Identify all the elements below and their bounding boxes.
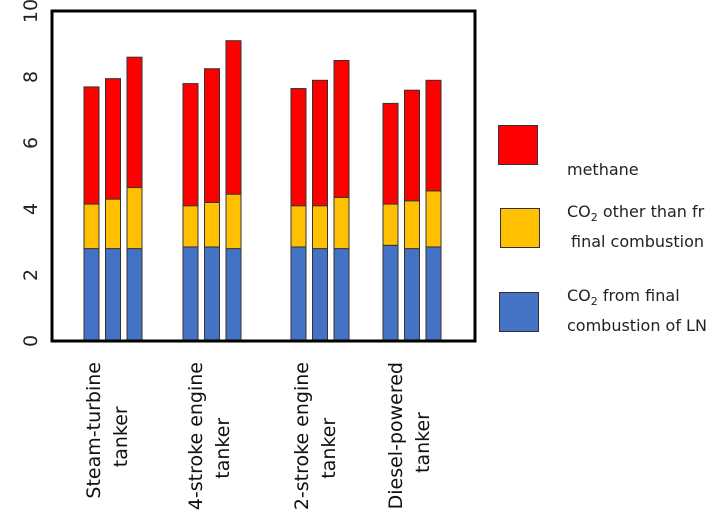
bar-segment-co2-other xyxy=(333,196,350,250)
bar-segment-methane xyxy=(204,68,220,203)
category-label: tanker xyxy=(412,412,434,473)
legend-swatch-co2-final xyxy=(499,292,539,332)
legend-label-co2-other: CO2 other than fr final combustion xyxy=(567,200,704,254)
legend-label-co2-final: CO2 from final combustion of LN xyxy=(567,284,707,338)
bar-segment-co2-other xyxy=(382,203,399,246)
bar-segment-co2-final xyxy=(290,246,307,342)
bar-segment-co2-final xyxy=(204,246,220,342)
bar-segment-methane xyxy=(105,78,121,200)
bar-segment-methane xyxy=(225,40,242,195)
bar-segment-co2-other xyxy=(425,190,442,248)
bar-segment-methane xyxy=(290,88,307,207)
legend-line: from final xyxy=(597,286,680,305)
bar-segment-co2-other xyxy=(126,187,143,250)
legend-line: final combustion xyxy=(571,232,705,252)
bar-segment-co2-final xyxy=(126,248,143,342)
bar-segment-co2-final xyxy=(404,248,420,342)
bar-segment-co2-final xyxy=(425,246,442,342)
bar-segment-methane xyxy=(126,56,143,189)
bar-segment-co2-other xyxy=(204,201,220,248)
bar-segment-co2-other xyxy=(182,205,199,248)
legend-co2-text: CO xyxy=(567,286,591,305)
y-tick-label: 2 xyxy=(20,269,42,281)
bar-segment-methane xyxy=(312,79,328,207)
bar-segment-co2-final xyxy=(83,248,100,342)
category-label: tanker xyxy=(318,418,340,479)
legend-subscript: 2 xyxy=(590,295,598,309)
bar-segment-co2-other xyxy=(83,203,100,250)
y-tick-label: 10 xyxy=(20,0,42,23)
legend-line: combustion of LN xyxy=(567,316,707,336)
bar-segment-co2-other xyxy=(225,193,242,250)
category-label: tanker xyxy=(110,406,132,467)
y-tick-label: 8 xyxy=(20,71,42,83)
bar-segment-methane xyxy=(404,89,420,202)
plot-frame xyxy=(50,9,477,343)
legend-label-methane: methane xyxy=(567,160,639,179)
bar-segment-co2-other xyxy=(105,198,121,250)
bar-segment-co2-final xyxy=(333,248,350,342)
y-tick-label: 0 xyxy=(20,335,42,347)
legend-line: other than fr xyxy=(597,202,705,221)
bar-segment-co2-other xyxy=(312,205,328,250)
bar-segment-methane xyxy=(425,79,442,192)
bar-segment-co2-other xyxy=(290,205,307,248)
bar-segment-co2-other xyxy=(404,200,420,250)
category-label: Diesel-powered xyxy=(385,362,407,509)
legend-subscript: 2 xyxy=(590,211,598,225)
category-label: 2-stroke engine xyxy=(291,362,313,510)
bar-segment-methane xyxy=(333,60,350,198)
category-label: Steam-turbine xyxy=(83,362,105,499)
legend-swatch-methane xyxy=(498,125,538,165)
legend-swatch-co2-other xyxy=(500,208,540,248)
bar-segment-co2-final xyxy=(225,248,242,342)
y-tick-label: 4 xyxy=(20,203,42,215)
bar-segment-methane xyxy=(83,86,100,205)
bar-segment-co2-final xyxy=(312,248,328,342)
category-label: tanker xyxy=(212,418,234,479)
legend-co2-text: CO xyxy=(567,202,591,221)
category-label: 4-stroke engine xyxy=(185,362,207,510)
bar-segment-methane xyxy=(382,102,399,205)
bar-segment-co2-final xyxy=(105,248,121,342)
bar-segment-co2-final xyxy=(382,244,399,342)
bar-segment-co2-final xyxy=(182,246,199,342)
bar-segment-methane xyxy=(182,83,199,207)
y-tick-label: 6 xyxy=(20,137,42,149)
